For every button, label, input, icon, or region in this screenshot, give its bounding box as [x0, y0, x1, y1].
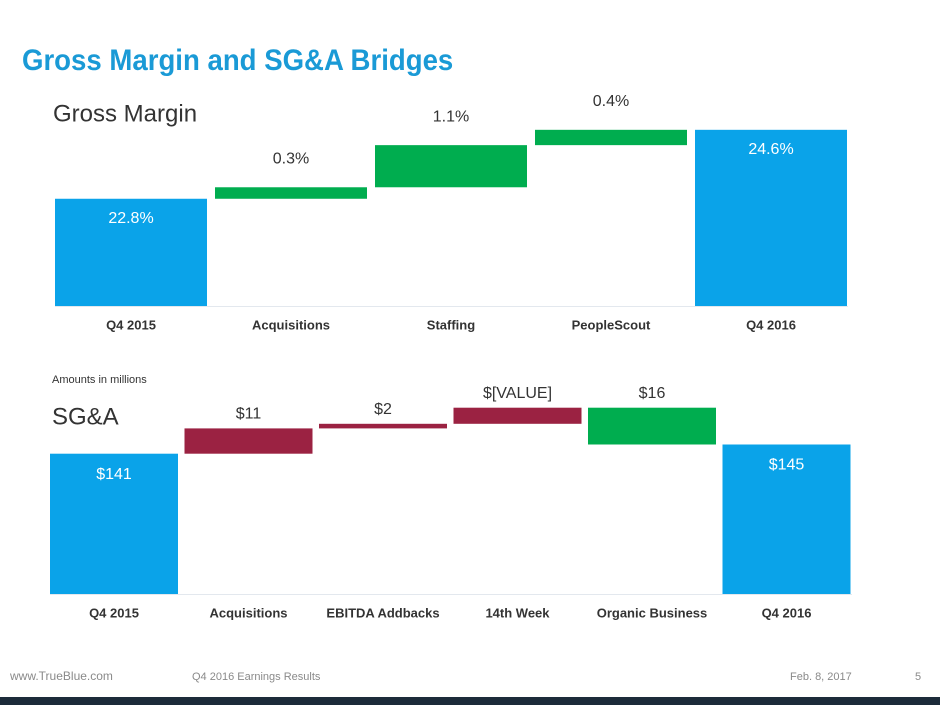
bar — [55, 198, 207, 306]
value-label: $11 — [236, 406, 262, 423]
value-label: $145 — [769, 457, 805, 474]
value-label: 1.1% — [433, 108, 469, 125]
chart-subtitle: Amounts in millions — [52, 374, 147, 386]
bar — [184, 428, 313, 454]
footer-date: Feb. 8, 2017 — [790, 671, 852, 683]
bar — [588, 407, 716, 445]
slide-title: Gross Margin and SG&A Bridges — [22, 44, 453, 77]
x-tick-label: Acquisitions — [209, 605, 287, 620]
chart-title: Gross Margin — [53, 100, 197, 127]
bar — [695, 129, 847, 306]
footer-page: 5 — [915, 671, 921, 683]
x-tick-label: Organic Business — [597, 605, 708, 620]
value-label: $141 — [96, 466, 132, 483]
x-tick-label: Q4 2015 — [89, 605, 139, 620]
bar — [722, 444, 851, 594]
bar — [375, 145, 527, 188]
footer-site: www.TrueBlue.com — [9, 669, 113, 683]
value-label: $16 — [639, 385, 666, 402]
footer-band — [0, 697, 940, 705]
value-label: 22.8% — [108, 210, 153, 227]
x-tick-label: Q4 2016 — [746, 317, 796, 332]
bar — [535, 129, 687, 146]
value-label: 0.4% — [593, 93, 629, 110]
footer-report: Q4 2016 Earnings Results — [192, 671, 321, 683]
x-tick-label: Acquisitions — [252, 317, 330, 332]
value-label: $2 — [374, 401, 392, 418]
value-label: $[VALUE] — [483, 385, 552, 402]
x-tick-label: PeopleScout — [572, 317, 651, 332]
x-tick-label: EBITDA Addbacks — [326, 605, 439, 620]
chart-title: SG&A — [52, 403, 119, 430]
bar — [453, 407, 582, 424]
bar — [50, 453, 178, 594]
x-tick-label: Q4 2015 — [106, 317, 156, 332]
x-tick-label: Staffing — [427, 317, 475, 332]
value-label: 0.3% — [273, 150, 309, 167]
value-label: 24.6% — [748, 141, 793, 158]
x-tick-label: Q4 2016 — [762, 605, 812, 620]
x-tick-label: 14th Week — [485, 605, 550, 620]
bar — [215, 187, 367, 199]
bar — [319, 423, 447, 429]
